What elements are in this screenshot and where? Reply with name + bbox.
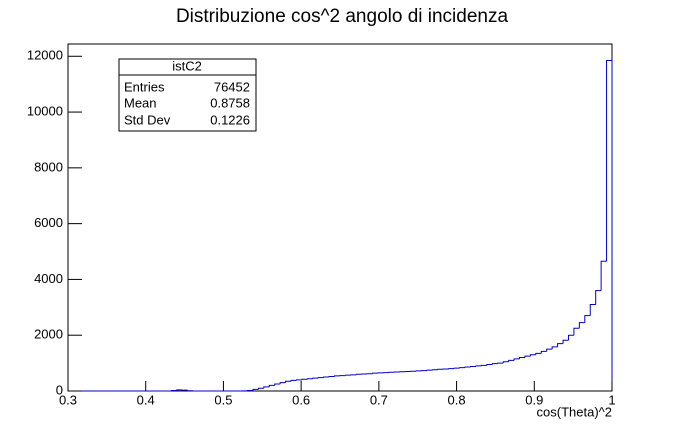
histogram-step — [285, 380, 292, 383]
histogram-step — [176, 389, 183, 391]
histogram-step — [529, 354, 536, 357]
histogram-step — [170, 389, 177, 391]
histogram-step — [301, 378, 308, 380]
histogram-step — [589, 304, 596, 316]
x-tick-label: 0.3 — [59, 392, 77, 407]
histogram-step — [508, 359, 515, 362]
histogram-step — [279, 382, 286, 385]
histogram-step — [312, 377, 319, 379]
histogram-step — [453, 367, 460, 369]
histogram-step — [524, 355, 531, 358]
y-tick-label: 10000 — [27, 103, 63, 118]
histogram-step — [426, 369, 433, 371]
histogram-step — [567, 334, 574, 341]
histogram-step — [584, 315, 591, 323]
histogram-step — [459, 367, 466, 369]
stats-box — [118, 58, 257, 132]
stats-value: 76452 — [214, 79, 250, 94]
histogram-step — [290, 379, 297, 382]
histogram-step — [486, 364, 493, 366]
histogram-step — [187, 390, 194, 392]
histogram-step — [317, 377, 324, 379]
histogram-step — [540, 350, 547, 354]
histogram-step — [323, 376, 330, 378]
histogram-step — [519, 357, 525, 359]
histogram-step — [263, 386, 270, 389]
stats-key: Std Dev — [124, 112, 171, 127]
histogram-step — [274, 383, 281, 386]
y-tick-label: 6000 — [34, 215, 63, 230]
histogram-step — [578, 322, 585, 329]
histogram-step — [551, 346, 558, 350]
x-tick-label: 0.7 — [370, 392, 388, 407]
x-axis-label: cos(Theta)^2 — [537, 404, 612, 419]
histogram-step — [497, 362, 504, 364]
histogram-step — [295, 379, 302, 381]
histogram-step — [344, 374, 351, 376]
y-tick-label: 2000 — [34, 327, 63, 342]
histogram-step — [252, 388, 259, 391]
histogram-step — [546, 348, 553, 352]
histogram-step — [475, 365, 482, 367]
x-tick-label: 0.9 — [525, 392, 543, 407]
stats-name: istC2 — [172, 58, 202, 73]
stats-key: Mean — [124, 95, 157, 110]
histogram-step — [470, 365, 476, 368]
x-tick-label: 1 — [608, 392, 615, 407]
histogram-step — [306, 378, 313, 380]
histogram-step — [437, 368, 444, 370]
histogram-step — [491, 363, 498, 365]
histogram-step — [328, 375, 335, 378]
histogram-step — [600, 260, 607, 291]
x-tick-label: 0.6 — [292, 392, 310, 407]
histogram-step — [480, 364, 487, 366]
histogram-step — [513, 358, 520, 361]
histogram-step — [573, 327, 580, 336]
histogram-step — [535, 352, 542, 355]
histogram-step — [334, 375, 340, 377]
histogram-step — [257, 387, 264, 390]
histogram-step — [557, 343, 564, 347]
x-tick-label: 0.8 — [448, 392, 466, 407]
x-tick-label: 0.5 — [214, 392, 232, 407]
stats-value: 0.8758 — [210, 95, 250, 110]
y-tick-label: 8000 — [34, 159, 63, 174]
y-tick-label: 4000 — [34, 271, 63, 286]
histogram-step — [268, 384, 275, 387]
histogram-step — [502, 361, 509, 364]
chart-title: Distribuzione cos^2 angolo di incidenza — [176, 6, 509, 27]
stats-value: 0.1226 — [210, 112, 250, 127]
x-tick-label: 0.4 — [137, 392, 155, 407]
stats-key: Entries — [124, 79, 165, 94]
y-tick-label: 0 — [56, 382, 63, 397]
histogram-step — [355, 373, 362, 375]
histogram-step — [606, 59, 613, 391]
histogram-step — [464, 366, 471, 368]
histogram-step — [562, 339, 569, 344]
y-tick-label: 12000 — [27, 48, 63, 63]
histogram-step — [595, 290, 602, 305]
histogram-step — [372, 372, 379, 374]
